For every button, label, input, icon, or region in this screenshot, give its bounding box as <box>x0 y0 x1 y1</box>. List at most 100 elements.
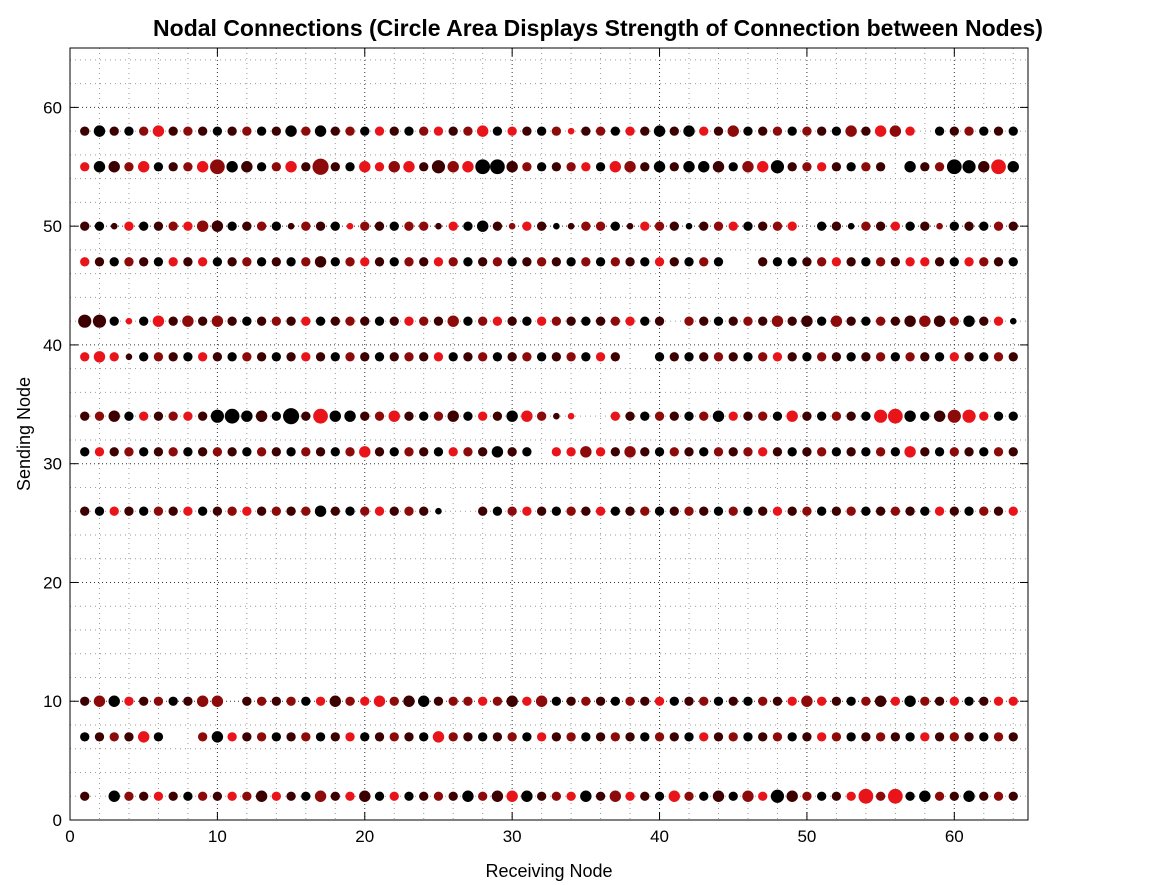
bubble <box>934 732 945 742</box>
bubble <box>874 125 887 137</box>
bubble <box>433 411 444 421</box>
bubble <box>168 316 178 326</box>
bubble <box>758 126 768 136</box>
bubble <box>699 126 709 136</box>
bubble <box>345 696 355 706</box>
bubble <box>507 126 517 136</box>
bubble <box>286 696 296 706</box>
bubble <box>196 161 209 173</box>
bubble <box>419 506 429 516</box>
bubble <box>581 162 591 172</box>
bubble <box>567 412 575 420</box>
bubble <box>419 316 429 326</box>
bubble <box>330 506 340 516</box>
bubble <box>314 790 327 802</box>
bubble <box>433 696 444 706</box>
bubble <box>210 409 224 423</box>
bubble <box>846 506 856 516</box>
bubble <box>875 352 886 362</box>
bubble <box>271 411 282 421</box>
bubble <box>152 315 165 327</box>
bubble <box>816 447 827 457</box>
bubble <box>301 221 311 231</box>
bubble <box>301 411 311 421</box>
bubble <box>490 159 505 175</box>
bubble <box>345 257 355 267</box>
bubble <box>80 732 90 742</box>
bubble <box>419 221 429 231</box>
bubble <box>183 791 193 801</box>
bubble <box>435 222 442 230</box>
bubble <box>831 221 842 231</box>
bubble <box>595 162 606 172</box>
bubble <box>669 162 679 172</box>
bubble <box>654 316 665 326</box>
bubble <box>330 791 340 801</box>
bubble <box>345 506 355 516</box>
bubble <box>551 447 562 457</box>
bubble <box>743 696 753 706</box>
bubble <box>227 316 237 326</box>
bubble <box>890 316 901 326</box>
bubble <box>183 447 193 457</box>
bubble <box>315 732 326 742</box>
bubble <box>463 352 473 362</box>
x-tick-label: 0 <box>65 827 74 846</box>
bubble <box>286 316 296 326</box>
bubble <box>125 317 133 325</box>
bubble <box>669 696 679 706</box>
bubble <box>551 316 562 326</box>
bubble <box>404 447 414 457</box>
bubble <box>963 790 975 802</box>
bubble <box>152 125 165 137</box>
bubble <box>108 695 120 707</box>
bubble <box>787 352 797 362</box>
bubble <box>595 791 606 801</box>
bubble <box>330 162 340 172</box>
bubble <box>625 411 635 421</box>
bubble <box>286 506 296 516</box>
bubble <box>566 162 576 172</box>
bubble <box>861 732 871 742</box>
bubble <box>374 411 385 421</box>
bubble <box>728 791 738 801</box>
bubble <box>669 506 679 516</box>
bubble <box>684 257 694 267</box>
bubble <box>979 221 989 231</box>
bubble <box>301 126 311 136</box>
y-axis-label: Sending Node <box>14 377 34 491</box>
bubble <box>108 410 120 422</box>
bubble <box>979 316 989 326</box>
bubble <box>242 447 252 457</box>
bubble <box>536 732 547 742</box>
bubble <box>904 161 916 173</box>
bubble <box>787 506 797 516</box>
bubble <box>183 352 193 362</box>
bubble <box>211 695 224 707</box>
bubble <box>403 695 415 707</box>
bubble <box>448 126 458 136</box>
bubble <box>242 506 252 516</box>
bubble <box>491 446 504 458</box>
bubble <box>669 352 679 362</box>
bubble <box>93 351 106 363</box>
bubble <box>404 352 414 362</box>
bubble <box>964 221 974 231</box>
plot-frame <box>69 47 1029 821</box>
bubble <box>389 352 399 362</box>
bubble <box>890 506 901 516</box>
bubble <box>654 352 665 362</box>
bubble <box>993 221 1004 231</box>
bubble <box>345 791 355 801</box>
x-tick-label: 10 <box>208 827 227 846</box>
bubble <box>933 315 946 327</box>
bubble <box>478 411 488 421</box>
bubble <box>846 447 856 457</box>
bubble <box>139 791 149 801</box>
bubble <box>108 161 120 173</box>
bubble <box>934 126 945 136</box>
bubble <box>551 506 562 516</box>
bubble <box>846 352 856 362</box>
x-tick-label: 60 <box>945 827 964 846</box>
chart-title: Nodal Connections (Circle Area Displays … <box>153 15 1043 41</box>
